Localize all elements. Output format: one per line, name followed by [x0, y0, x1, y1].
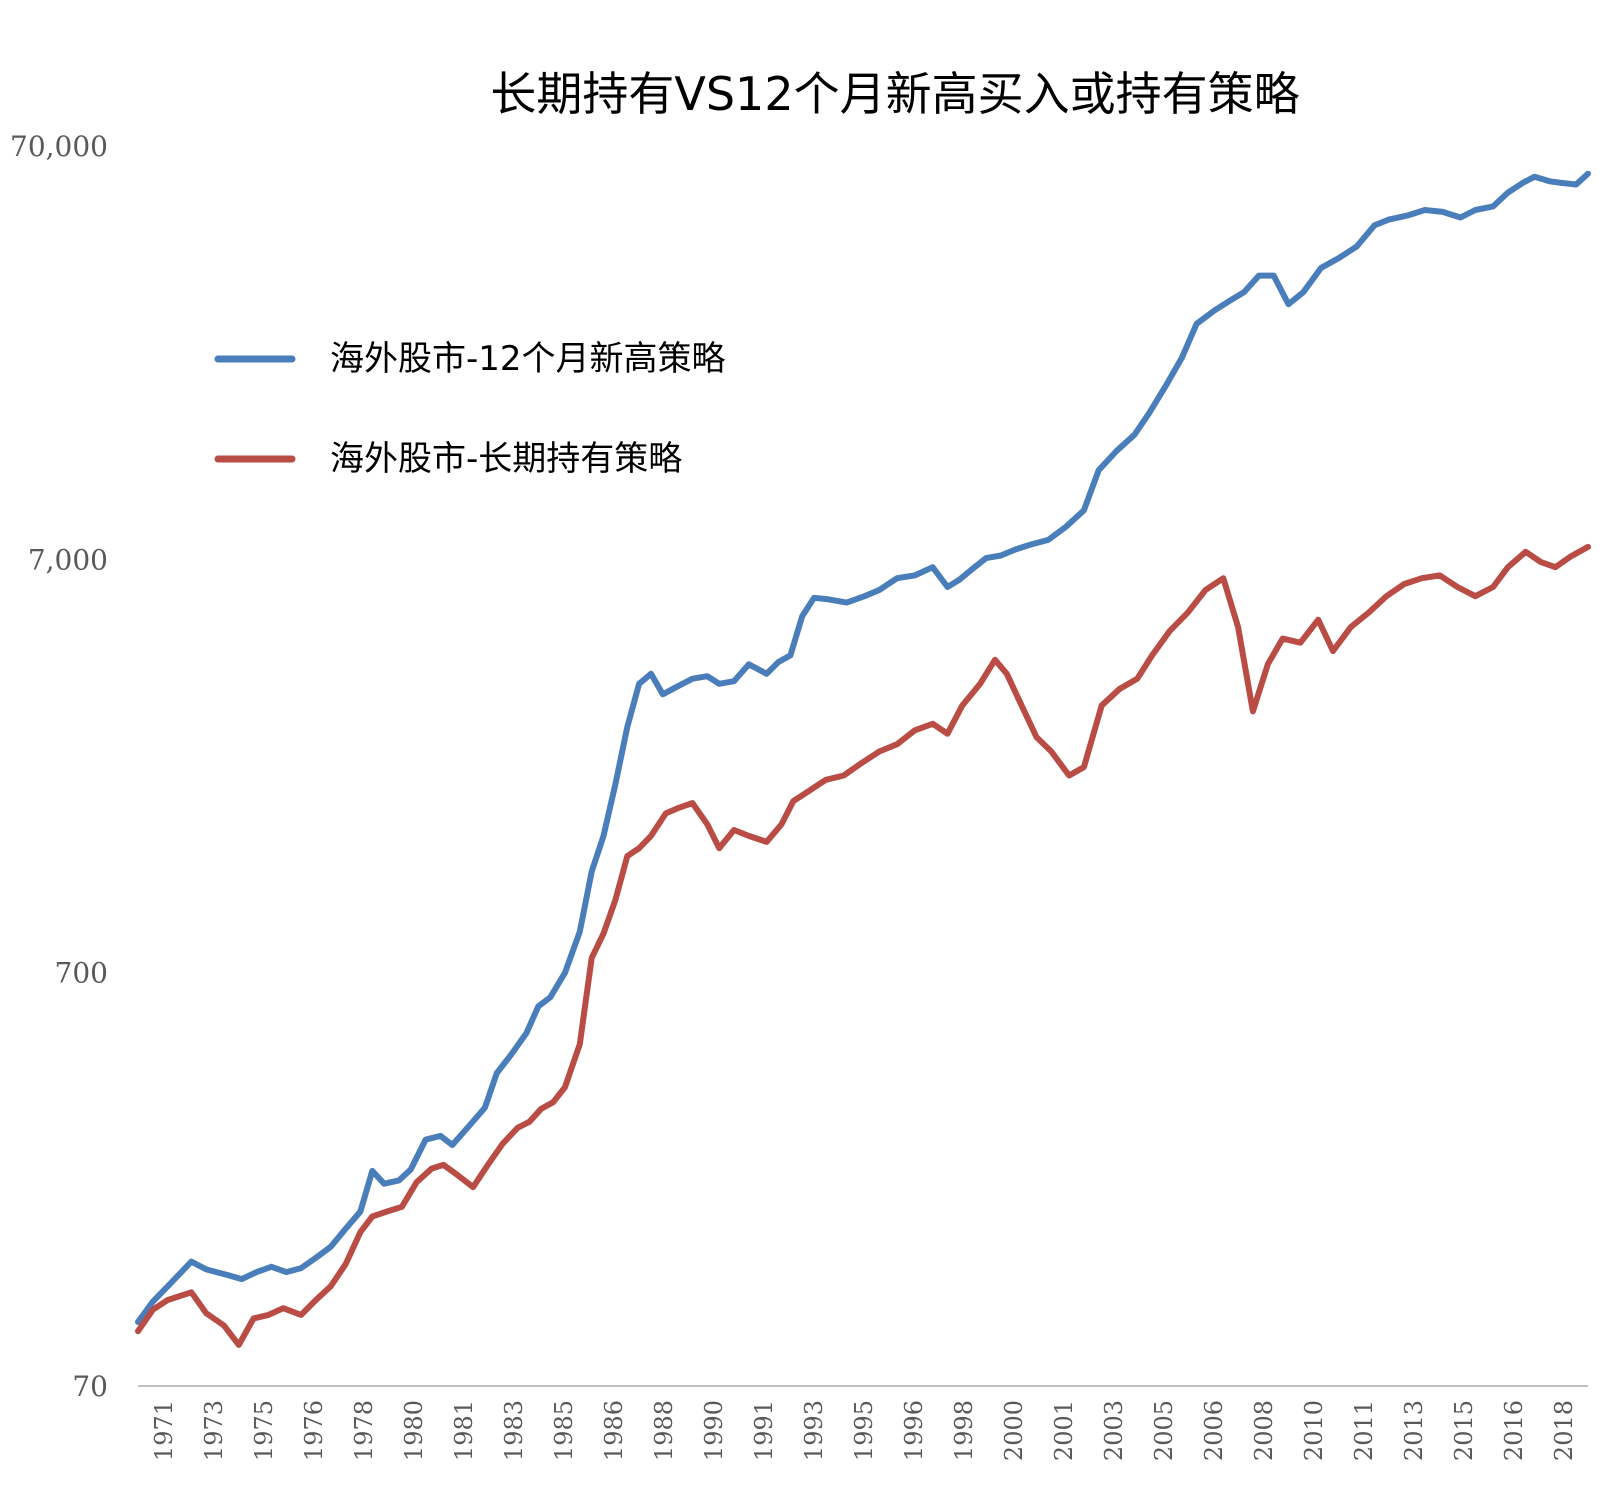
x-tick-label: 2003	[1100, 1400, 1128, 1461]
x-tick-label: 2016	[1500, 1400, 1528, 1461]
series-line-0	[135, 170, 1591, 1325]
x-tick-label: 2008	[1250, 1400, 1278, 1461]
x-tick-label: 1995	[850, 1400, 878, 1461]
x-tick-label: 1981	[450, 1400, 478, 1461]
y-tick-label: 70	[72, 1370, 108, 1403]
x-tick-label: 2005	[1150, 1400, 1178, 1461]
y-tick-label: 700	[55, 957, 108, 990]
x-tick-label: 1983	[500, 1400, 528, 1461]
x-tick-label: 1973	[200, 1400, 228, 1461]
x-tick-label: 1998	[950, 1400, 978, 1461]
y-tick-label: 70,000	[10, 130, 108, 163]
x-tick-label: 1980	[400, 1400, 428, 1461]
x-tick-label: 1988	[650, 1400, 678, 1461]
chart-title: 长期持有VS12个月新高买入或持有策略	[490, 67, 1300, 121]
legend-label-1: 海外股市-长期持有策略	[330, 439, 682, 479]
x-tick-label: 1975	[250, 1400, 278, 1461]
x-tick-label: 2010	[1300, 1400, 1328, 1461]
x-tick-label: 2013	[1400, 1400, 1428, 1461]
x-tick-label: 2006	[1200, 1400, 1228, 1461]
x-tick-label: 2015	[1450, 1400, 1478, 1461]
x-tick-label: 1978	[350, 1400, 378, 1461]
x-tick-label: 1993	[800, 1400, 828, 1461]
series-lines	[135, 170, 1591, 1348]
series-line-1	[135, 543, 1591, 1348]
x-tick-label: 1985	[550, 1400, 578, 1461]
x-tick-label: 1976	[300, 1400, 328, 1461]
x-tick-label: 2011	[1350, 1400, 1378, 1461]
x-tick-label: 1990	[700, 1400, 728, 1461]
x-tick-label: 1971	[150, 1400, 178, 1461]
x-tick-label: 2001	[1050, 1400, 1078, 1461]
x-tick-label: 1996	[900, 1400, 928, 1461]
x-tick-label: 1986	[600, 1400, 628, 1461]
x-tick-label: 2018	[1550, 1400, 1578, 1461]
x-axis-ticks: 1971 1973 1975 1976 1978 1980 1981 1983 1985 1986…	[150, 1400, 1578, 1461]
legend-label-0: 海外股市-12个月新高策略	[330, 339, 726, 379]
x-tick-label: 2000	[1000, 1400, 1028, 1461]
x-tick-label: 1991	[750, 1400, 778, 1461]
y-tick-label: 7,000	[28, 543, 108, 576]
y-axis-ticks: 70 700 7,000 70,000	[10, 130, 108, 1403]
